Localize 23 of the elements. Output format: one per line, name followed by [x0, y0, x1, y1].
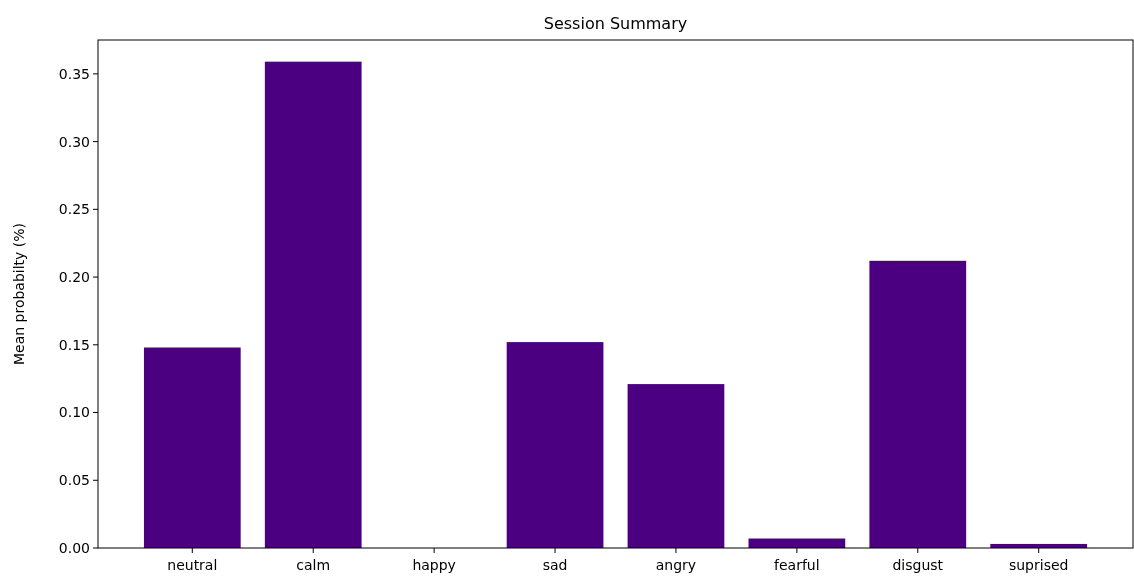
bar — [506, 342, 604, 548]
x-tick-label: angry — [655, 557, 697, 573]
bar — [143, 347, 241, 548]
y-tick-label: 0.00 — [58, 539, 90, 556]
bar — [627, 384, 725, 548]
x-tick-label: disgust — [892, 557, 944, 573]
bar — [264, 61, 362, 548]
y-tick-label: 0.15 — [58, 336, 90, 353]
y-tick-label: 0.05 — [58, 472, 90, 489]
y-tick-label: 0.10 — [58, 404, 90, 421]
x-tick-label: happy — [412, 557, 456, 573]
x-tick-label: sad — [542, 557, 568, 573]
y-tick-label: 0.30 — [58, 133, 90, 150]
y-axis-title: Mean probabilty (%) — [11, 222, 27, 366]
chart-title: Session Summary — [543, 14, 688, 33]
x-tick-label: suprised — [1008, 557, 1069, 573]
bar — [869, 260, 967, 548]
y-tick-label: 0.25 — [58, 201, 90, 218]
y-tick-label: 0.20 — [58, 268, 90, 285]
x-tick-label: calm — [296, 557, 331, 573]
x-tick-label: fearful — [774, 557, 820, 573]
x-tick-label: neutral — [167, 557, 218, 573]
y-tick-label: 0.35 — [58, 65, 90, 82]
